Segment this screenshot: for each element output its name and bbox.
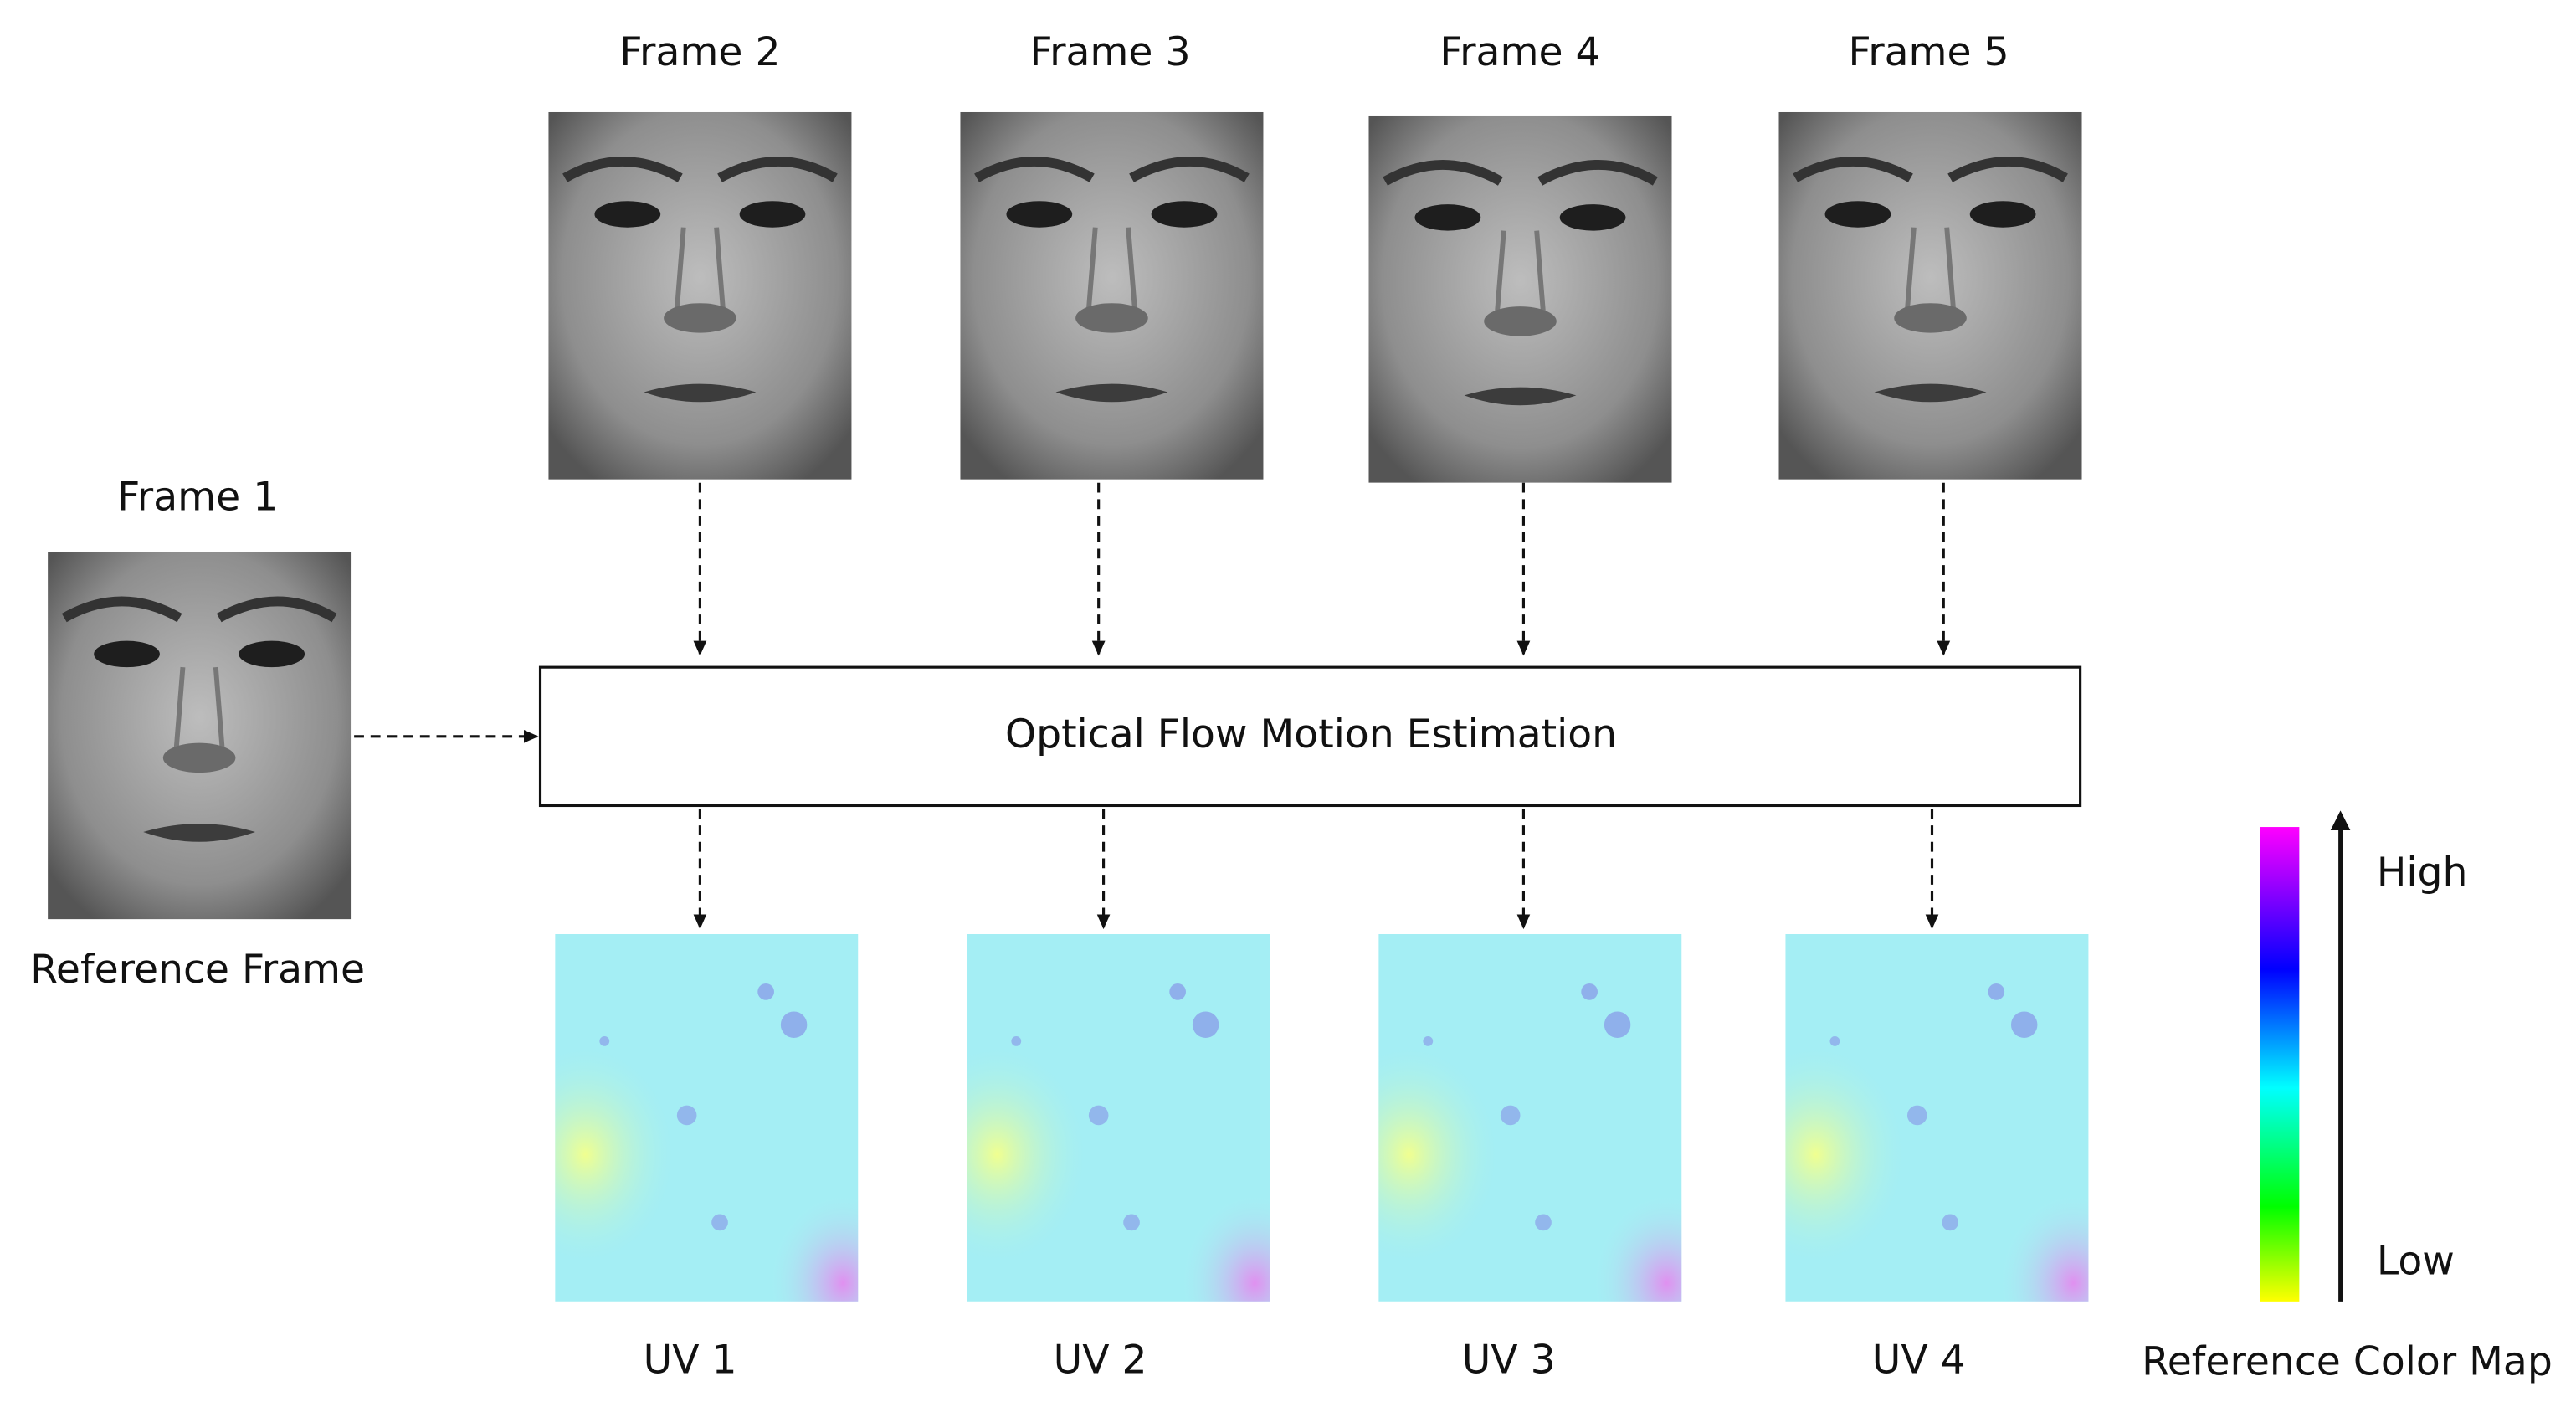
frame-title: Frame 4 bbox=[1439, 29, 1600, 75]
frame-title: Frame 3 bbox=[1029, 29, 1190, 75]
uv-image bbox=[1785, 933, 2089, 1302]
uv-image bbox=[1378, 933, 1682, 1302]
uv-label: UV 2 bbox=[1054, 1338, 1147, 1384]
color-bar bbox=[2260, 827, 2300, 1302]
color-map-caption: Reference Color Map bbox=[2142, 1339, 2553, 1385]
high-label: High bbox=[2377, 850, 2468, 896]
uv-label: UV 4 bbox=[1872, 1338, 1966, 1384]
uv-image bbox=[967, 933, 1270, 1302]
uv-label: UV 3 bbox=[1462, 1338, 1556, 1384]
frame-caption: Reference Frame bbox=[30, 947, 365, 993]
uv-image bbox=[555, 933, 859, 1302]
face-image bbox=[1368, 116, 1671, 483]
uv-label: UV 1 bbox=[644, 1338, 737, 1384]
low-label: Low bbox=[2377, 1239, 2455, 1285]
process-label: Optical Flow Motion Estimation bbox=[1005, 711, 1617, 757]
process-box bbox=[538, 665, 2082, 808]
face-image bbox=[960, 112, 1263, 480]
face-image bbox=[548, 112, 851, 480]
frame-title: Frame 2 bbox=[619, 29, 780, 75]
frame-title: Frame 5 bbox=[1848, 29, 2009, 75]
frame-title: Frame 1 bbox=[117, 474, 278, 520]
face-image bbox=[1778, 112, 2081, 480]
face-image bbox=[48, 552, 351, 919]
